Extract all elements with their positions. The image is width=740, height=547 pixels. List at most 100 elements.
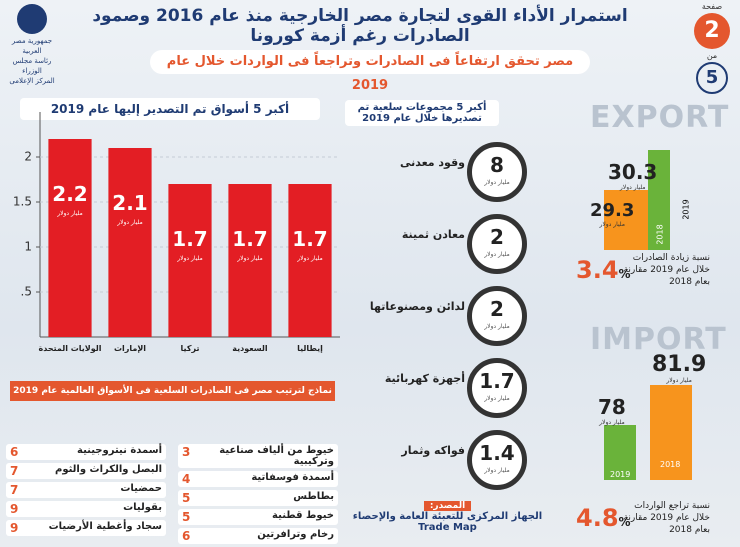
ranking-rank: 9 xyxy=(10,502,19,516)
commodity-value: 1.4 xyxy=(479,441,515,465)
logo-emblem xyxy=(17,4,47,34)
bar xyxy=(168,184,212,337)
commodity-circle: 2 مليار دولار xyxy=(467,286,527,346)
bar-decoration xyxy=(604,425,636,480)
logo-text: رئاسة مجلس الوزراء xyxy=(12,57,52,75)
unit: مليار دولار xyxy=(666,377,692,384)
value-label: 1.7 xyxy=(232,227,267,251)
unit-label: مليار دولار xyxy=(116,219,143,226)
page-current: 2 xyxy=(694,13,730,49)
unit-label: مليار دولار xyxy=(296,255,323,262)
ranking-row: رخام وترافرتين 6 xyxy=(178,528,338,544)
commodity: معادن ثمينة 2 مليار دولار xyxy=(345,214,545,274)
ranking-name: سجاد وأغطية الأرضيات xyxy=(48,521,162,532)
ranking-rank: 5 xyxy=(182,510,191,524)
commodity-label: فواكه وثمار xyxy=(401,444,465,457)
import-bar: 78 مليار دولار xyxy=(598,395,626,426)
import-value: 78 xyxy=(598,395,626,419)
arrow-decoration xyxy=(604,190,648,250)
chart-title: أكبر 5 أسواق تم التصدير إليها عام 2019 xyxy=(20,98,320,120)
commodity-circle: 8 مليار دولار xyxy=(467,142,527,202)
import-value: 81.9 xyxy=(652,352,707,377)
commodity-label: معادن ثمينة xyxy=(401,228,465,241)
commodity-circle: 1.4 مليار دولار xyxy=(467,430,527,490)
page-total: 5 xyxy=(696,62,728,94)
page-of: من xyxy=(706,51,718,60)
ranking-rank: 6 xyxy=(182,529,191,543)
logo: جمهورية مصر العربية رئاسة مجلس الوزراء ا… xyxy=(4,2,60,85)
ranking-row: البصل والكراث والثوم 7 xyxy=(6,463,166,479)
logo-text: جمهورية مصر العربية xyxy=(11,37,53,55)
value-label: 1.7 xyxy=(292,227,327,251)
ranking-row: بطاطس 5 xyxy=(178,490,338,506)
ranking-name: بقوليات xyxy=(123,502,162,513)
export-bar: 29.3 مليار دولار xyxy=(590,200,634,228)
page-indicator: صفحة 2 من 5 xyxy=(688,2,736,97)
commodity-value: 2 xyxy=(490,225,504,249)
unit: مليار دولار xyxy=(599,419,625,426)
import-change-text: نسبة تراجع الواردات خلال عام 2019 مقارنة… xyxy=(623,501,710,535)
export-value: 29.3 xyxy=(590,200,635,221)
bar xyxy=(228,184,272,337)
export-bar: 30.3 مليار دولار xyxy=(608,160,657,191)
ranking-rank: 9 xyxy=(10,521,19,535)
x-tick-label: الإمارات xyxy=(114,344,146,353)
commodity-circle: 2 مليار دولار xyxy=(467,214,527,274)
title: استمرار الأداء القوى لتجارة مصر الخارجية… xyxy=(92,6,628,46)
commodity-value: 1.7 xyxy=(479,369,515,393)
ranking-row: حمضيات 7 xyxy=(6,482,166,498)
source: المصدر: الجهاز المركزى للتعبئة العامة وا… xyxy=(345,500,550,533)
source-label: المصدر: xyxy=(423,501,472,511)
x-tick-label: تركيا xyxy=(181,344,200,353)
year: 2018 xyxy=(655,224,665,245)
ranking-row: سجاد وأغطية الأرضيات 9 xyxy=(6,520,166,536)
page-label: صفحة xyxy=(701,2,723,11)
commodity: فواكه وثمار 1.4 مليار دولار xyxy=(345,430,545,490)
arrow-decoration xyxy=(648,150,670,250)
unit: مليار دولار xyxy=(484,323,510,330)
commodity-circle: 1.7 مليار دولار xyxy=(467,358,527,418)
source-line: Trade Map xyxy=(418,522,477,533)
commodity: لدائن ومصنوعاتها 2 مليار دولار xyxy=(345,286,545,346)
unit: مليار دولار xyxy=(599,221,625,228)
commodity: وقود معدنى 8 مليار دولار xyxy=(345,142,545,202)
ranking-rank: 4 xyxy=(182,472,191,486)
commodity: أجهزة كهربائية 1.7 مليار دولار xyxy=(345,358,545,418)
ranking-name: أسمدة نيتروجينية xyxy=(77,445,162,456)
value-label: 2.1 xyxy=(112,191,147,215)
ranking-rank: 7 xyxy=(10,483,19,497)
x-tick-label: السعودية xyxy=(232,344,268,353)
ranking-name: البصل والكراث والثوم xyxy=(55,464,162,475)
ranking-name: رخام وترافرتين xyxy=(257,529,334,540)
change-unit: % xyxy=(618,267,631,281)
export-label: EXPORT xyxy=(590,100,730,135)
rankings-title: نماذج لترتيب مصر فى الصادرات السلعية فى … xyxy=(10,381,335,401)
commodity-label: أجهزة كهربائية xyxy=(384,372,465,385)
commodity-label: وقود معدنى xyxy=(399,156,465,169)
change-unit: % xyxy=(618,515,631,529)
change-value: 3.4 xyxy=(576,256,619,284)
rankings-column: خيوط من ألياف صناعية وتركيبية 3 أسمدة فوسف… xyxy=(178,444,338,547)
unit-label: مليار دولار xyxy=(176,255,203,262)
commodity-label: لدائن ومصنوعاتها xyxy=(369,300,465,313)
y-tick-label: 1 xyxy=(24,240,32,254)
commodity-value: 8 xyxy=(490,153,504,177)
y-tick-label: .5 xyxy=(21,285,32,299)
export-change: 3.4% xyxy=(576,256,631,284)
unit-label: مليار دولار xyxy=(236,255,263,262)
rankings-column: أسمدة نيتروجينية 6 البصل والكراث والثوم 7 حم… xyxy=(6,444,166,539)
import-label: IMPORT xyxy=(590,322,727,357)
ranking-row: خيوط من ألياف صناعية وتركيبية 3 xyxy=(178,444,338,468)
unit-label: مليار دولار xyxy=(56,210,83,217)
unit: مليار دولار xyxy=(484,179,510,186)
ranking-rank: 3 xyxy=(182,445,191,459)
ranking-row: أسمدة نيتروجينية 6 xyxy=(6,444,166,460)
import-bar: 81.9 مليار دولار xyxy=(652,352,706,384)
ranking-name: أسمدة فوسفاتية xyxy=(251,472,334,483)
year: 2019 xyxy=(610,470,631,479)
unit: مليار دولار xyxy=(619,184,646,191)
ranking-name: بطاطس xyxy=(293,491,334,502)
value-label: 1.7 xyxy=(172,227,207,251)
bar xyxy=(108,148,152,337)
